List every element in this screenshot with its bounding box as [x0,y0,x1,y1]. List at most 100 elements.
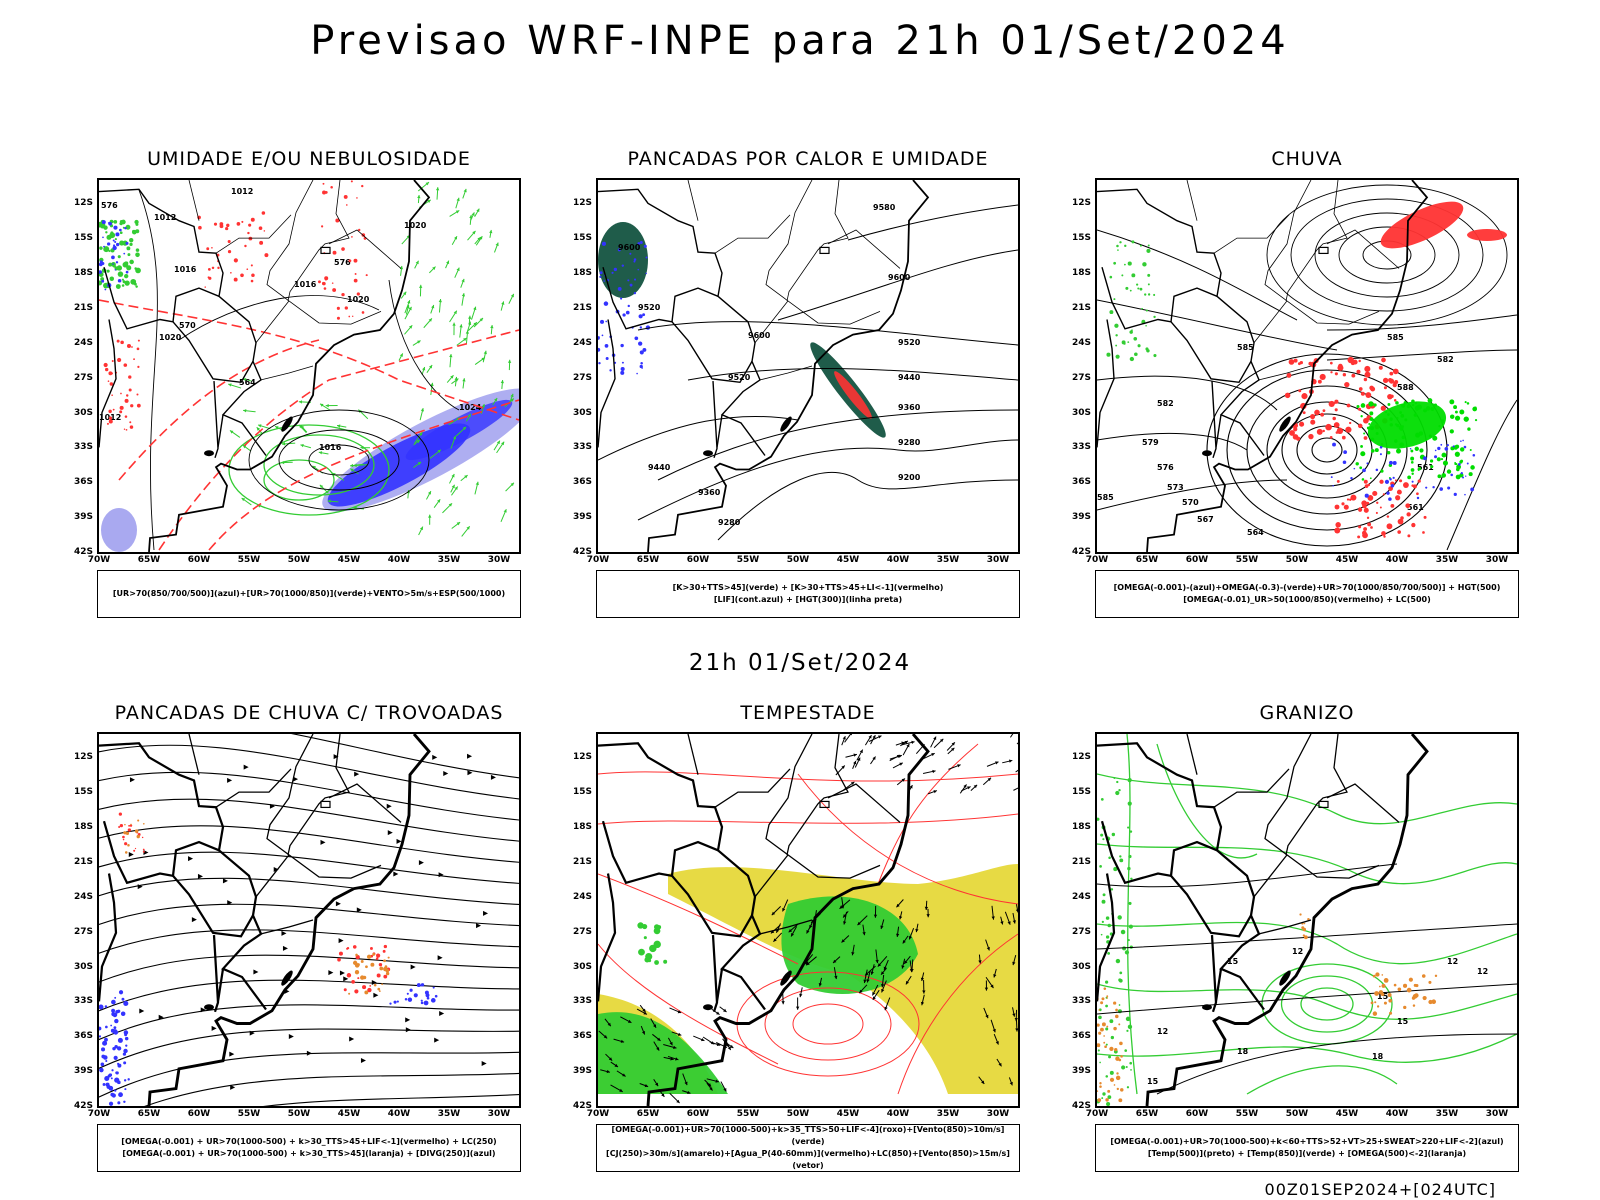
longitude-label: 65W [636,1109,660,1119]
contour-label: 9280 [898,438,921,447]
latitude-label: 36S [73,477,93,488]
latitude-label: 18S [73,822,93,832]
latitude-label: 18S [1071,822,1091,832]
contour-label: 9600 [618,243,641,252]
pancadas-calor-map-svg: 9600 9580 9600 9520 9520 9600 9520 9440 9360 9280… [598,180,1018,552]
longitude-label: 65W [137,555,161,565]
longitude-label: 55W [237,1109,261,1119]
contour-label: 15 [1397,1017,1409,1026]
legend-line: [LIF](cont.azul) + [HGT(300)](linha pret… [713,595,903,604]
contour-label: 576 [1157,463,1174,472]
latitude-label: 12S [1071,198,1091,209]
longitude-label: 60W [686,555,710,565]
map-chuva: 585 585 582 582 579 576 573 570 567 564 588 561 561 5… [1095,178,1519,554]
contour-label: 9200 [898,473,921,482]
longitude-label: 50W [287,1109,311,1119]
longitude-label: 45W [836,555,860,565]
longitude-label: 65W [137,1109,161,1119]
contour-label: 9580 [873,203,896,212]
contour-label: 585 [1387,333,1404,342]
latitude-label: 39S [1071,512,1091,523]
latitude-label: 21S [73,302,93,313]
longitude-label: 35W [936,1109,960,1119]
latitude-label: 39S [572,1066,592,1077]
latitude-label: 15S [1071,233,1091,244]
granizo-map-svg: 12 12 12 15 15 15 18 18 12 15 [1097,734,1517,1106]
basemap [99,734,431,1106]
latitude-label: 27S [73,926,93,937]
contour-label: 9360 [898,403,921,412]
longitude-label: 65W [1135,1109,1159,1119]
panel-title: GRANIZO [1259,702,1355,724]
contour-label: 582 [1157,399,1174,408]
contour-label: 1020 [347,295,370,304]
latitude-label: 42S [572,547,592,557]
latitude-label: 36S [73,1031,93,1042]
latitude-label: 36S [572,1031,592,1042]
latitude-label: 30S [73,961,93,972]
contour-label: 12 [1447,957,1458,966]
contour-label: 576 [101,201,118,210]
contour-label: 579 [1142,438,1159,447]
latitude-label: 12S [572,752,592,763]
contour-label: 561 [1407,503,1424,512]
contour-label: 9520 [728,373,751,382]
temp-850-contours [1097,734,1517,1106]
contour-label: 588 [1397,383,1414,392]
height-contours: 9600 9580 9600 9520 9520 9600 9520 9440 9360 9280… [598,203,1018,541]
legend-box: [OMEGA(-0.001)+UR>70(1000-500)+k<60+TTS>… [1095,1124,1519,1172]
longitude-label: 50W [1285,555,1309,565]
latitude-label: 15S [1071,787,1091,798]
contour-label: 1016 [319,443,342,452]
basemap [99,180,431,552]
latitude-label: 21S [1071,856,1091,867]
thickness-contours [99,180,519,551]
legend-box: [OMEGA(-0.001)+UR>70(1000-500)+k>35_TTS>… [596,1124,1020,1172]
latitude-label: 15S [572,233,592,244]
contour-label: 570 [179,321,196,330]
latitude-label: 27S [73,372,93,383]
latitude-label: 24S [73,891,93,902]
longitude-label: 70W [586,1109,610,1119]
legend-line: [K>30+TTS>45](verde) + [K>30+TTS>45+LI<-… [672,583,944,592]
longitude-label: 40W [387,555,411,565]
contour-label: 582 [1437,355,1454,364]
contour-label: 1012 [231,187,253,196]
latitude-axis: 12S 15S 18S 21S 24S 27S 30S 33S 36S 39S 42S [566,732,594,1111]
legend-box: [UR>70(850/700/500)](azul)+[UR>70(1000/8… [97,570,521,618]
legend-line: [Temp(500)](preto) + [Temp(850)](verde) … [1147,1149,1467,1158]
latitude-label: 21S [73,856,93,867]
longitude-label: 55W [1235,555,1259,565]
latitude-label: 24S [73,337,93,348]
latitude-label: 12S [73,198,93,209]
longitude-label: 35W [437,1109,461,1119]
latitude-label: 42S [1071,1101,1091,1111]
longitude-label: 45W [337,1109,361,1119]
latitude-label: 39S [1071,1066,1091,1077]
latitude-label: 33S [73,996,93,1007]
latitude-label: 33S [572,996,592,1007]
longitude-label: 65W [1135,555,1159,565]
instability-area [598,222,886,438]
latitude-label: 33S [73,442,93,453]
latitude-label: 33S [1071,996,1091,1007]
contour-label: 564 [239,378,256,387]
latitude-label: 27S [1071,926,1091,937]
longitude-label: 55W [237,555,261,565]
longitude-label: 60W [1185,1109,1209,1119]
streamlines: 585 585 582 582 579 576 573 570 567 564 588 561 561 5… [1097,184,1517,551]
contour-label: 1020 [404,221,427,230]
longitude-label: 45W [1335,555,1359,565]
map-umidade: 1012 1012 1016 1016 1020 1020 1020 1024 576 576 57… [97,178,521,554]
contour-label: 585 [1097,493,1114,502]
longitude-label: 30W [1485,555,1509,565]
contour-label: 561 [1417,463,1434,472]
basemap [1097,180,1429,552]
contour-label: 12 [1477,967,1488,976]
longitude-label: 60W [1185,555,1209,565]
latitude-label: 36S [572,477,592,488]
longitude-label: 55W [1235,1109,1259,1119]
longitude-label: 70W [87,1109,111,1119]
latitude-label: 42S [73,1101,93,1111]
legend-line: [OMEGA(-0.01)_UR>50(1000/850)(vermelho) … [1183,595,1431,604]
